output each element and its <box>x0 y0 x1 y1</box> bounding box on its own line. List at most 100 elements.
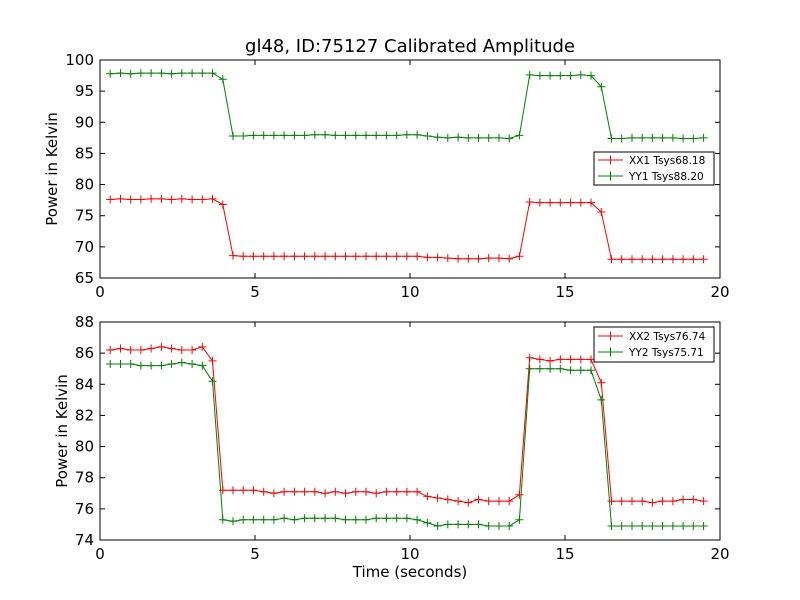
data-point-marker <box>372 514 381 523</box>
data-point-marker <box>351 487 360 496</box>
data-point-marker <box>300 487 309 496</box>
bottom-y-axis-label: Power in Kelvin <box>53 374 71 488</box>
y-tick-label: 76 <box>75 500 94 518</box>
data-point-marker <box>628 133 636 142</box>
data-point-marker <box>546 364 555 373</box>
y-tick-label: 78 <box>75 469 94 487</box>
data-point-marker <box>147 361 156 370</box>
data-point-marker <box>157 342 166 351</box>
data-point-marker <box>392 514 401 523</box>
y-tick-label: 84 <box>75 375 94 393</box>
data-point-marker <box>382 514 391 523</box>
data-point-marker <box>218 200 227 209</box>
x-tick-label: 0 <box>95 283 105 301</box>
x-tick-label: 5 <box>250 283 260 301</box>
data-point-marker <box>515 515 524 524</box>
data-point-marker <box>269 489 278 498</box>
data-point-marker <box>218 75 227 84</box>
x-tick-label: 15 <box>555 545 574 563</box>
data-point-marker <box>433 494 442 502</box>
data-point-marker <box>280 252 289 261</box>
data-point-marker <box>648 498 657 507</box>
top-legend: XX1 Tsys68.18 YY1 Tsys88.20 <box>593 151 715 186</box>
y-tick-label: 75 <box>75 207 94 225</box>
data-point-marker <box>474 520 483 529</box>
data-point-marker <box>106 346 115 354</box>
data-point-marker <box>167 344 176 353</box>
data-point-marker <box>495 497 503 506</box>
x-tick-label: 20 <box>710 545 729 563</box>
data-point-marker <box>535 71 544 80</box>
data-point-marker <box>699 497 708 506</box>
data-point-marker <box>617 134 626 143</box>
data-point-marker <box>280 131 289 140</box>
x-tick-label: 20 <box>710 283 729 301</box>
data-point-marker <box>310 252 319 261</box>
data-point-marker <box>433 253 442 262</box>
data-point-marker <box>638 255 647 264</box>
y-tick-label: 95 <box>75 82 94 100</box>
data-point-marker <box>668 497 677 506</box>
data-point-marker <box>525 198 534 206</box>
data-point-marker <box>535 355 544 364</box>
data-point-marker <box>433 133 442 142</box>
data-point-marker <box>208 69 217 78</box>
data-point-marker <box>525 353 534 362</box>
data-point-marker <box>443 254 452 263</box>
data-point-marker <box>587 198 595 207</box>
data-point-marker <box>413 515 422 524</box>
data-point-marker <box>402 514 411 523</box>
data-point-marker <box>495 133 503 142</box>
data-point-marker <box>556 355 565 364</box>
data-point-marker <box>341 252 350 261</box>
bottom-chart: 0 5 10 15 20 74 76 78 80 82 84 86 88 Power in Kelvin… <box>53 313 730 581</box>
data-point-marker <box>668 255 677 264</box>
data-point-marker <box>413 487 422 496</box>
data-point-marker <box>505 134 514 143</box>
data-point-marker <box>576 355 585 364</box>
data-point-marker <box>474 495 483 504</box>
data-point-marker <box>362 515 370 524</box>
data-point-marker <box>464 133 473 142</box>
data-point-marker <box>484 522 493 530</box>
data-point-marker <box>321 489 330 498</box>
data-point-marker <box>331 131 340 140</box>
data-point-marker <box>126 360 135 368</box>
data-point-marker <box>177 194 186 203</box>
data-point-marker <box>607 134 616 143</box>
data-point-marker <box>443 520 452 529</box>
data-point-marker <box>249 515 258 524</box>
data-point-marker <box>668 522 677 530</box>
data-point-marker <box>648 133 657 142</box>
data-point-marker <box>566 198 575 207</box>
data-point-marker <box>188 195 197 204</box>
data-point-marker <box>341 489 350 498</box>
y-tick-label: 82 <box>75 406 94 424</box>
data-point-marker <box>177 346 186 354</box>
bottom-legend: XX2 Tsys76.74 YY2 Tsys75.71 <box>593 326 715 363</box>
data-point-marker <box>229 486 237 495</box>
data-point-marker <box>382 252 391 261</box>
data-point-marker <box>269 515 278 524</box>
data-point-marker <box>576 366 585 375</box>
top-chart: 0 5 10 15 20 65 70 75 80 85 90 95 100 Power in Kelvi… <box>43 51 730 301</box>
data-point-marker <box>443 495 452 504</box>
data-point-marker <box>372 489 381 498</box>
data-point-marker <box>423 253 432 262</box>
data-point-marker <box>106 195 115 204</box>
data-point-marker <box>198 69 207 78</box>
data-point-marker <box>423 518 432 527</box>
y-tick-label: 65 <box>75 269 94 287</box>
data-point-marker <box>198 361 207 370</box>
data-point-marker <box>167 360 176 368</box>
data-point-marker <box>658 497 667 506</box>
data-point-marker <box>259 515 268 524</box>
data-point-marker <box>515 131 524 140</box>
data-point-marker <box>607 522 616 530</box>
data-point-marker <box>413 130 422 139</box>
data-point-marker <box>239 252 248 261</box>
x-tick-label: 10 <box>400 545 419 563</box>
data-point-marker <box>310 514 319 523</box>
x-tick-label: 15 <box>555 283 574 301</box>
data-point-marker <box>392 131 401 140</box>
